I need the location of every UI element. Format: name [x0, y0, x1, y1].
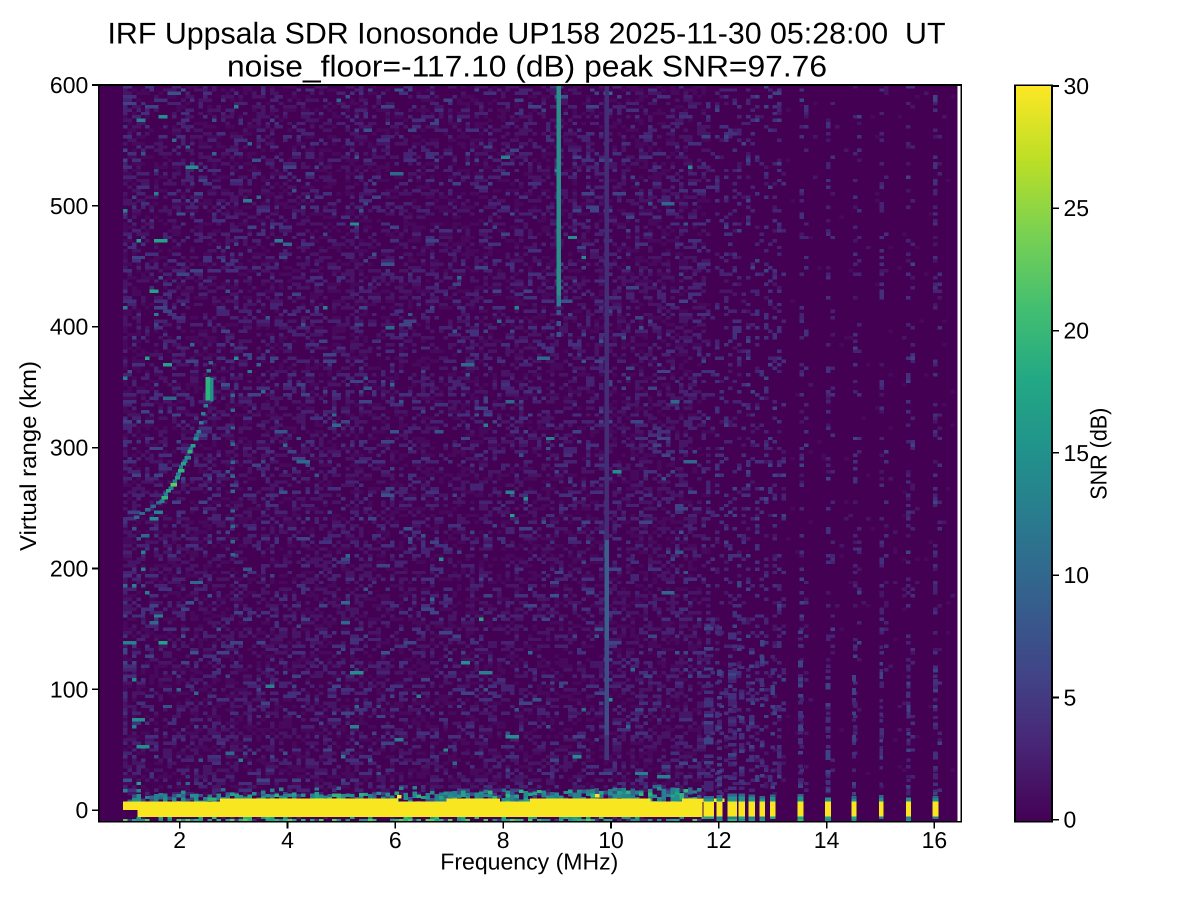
- svg-text:300: 300: [50, 435, 88, 461]
- svg-text:12: 12: [706, 827, 732, 853]
- svg-text:15: 15: [1064, 440, 1090, 466]
- svg-text:20: 20: [1064, 318, 1090, 344]
- svg-text:2: 2: [173, 827, 186, 853]
- svg-text:100: 100: [50, 676, 88, 702]
- svg-text:30: 30: [1064, 73, 1090, 99]
- svg-text:14: 14: [814, 827, 840, 853]
- svg-text:4: 4: [281, 827, 294, 853]
- svg-text:IRF Uppsala SDR Ionosonde UP15: IRF Uppsala SDR Ionosonde UP158 2025-11-…: [108, 18, 946, 51]
- svg-text:200: 200: [50, 555, 88, 581]
- svg-text:0: 0: [1064, 807, 1077, 833]
- svg-text:8: 8: [497, 827, 510, 853]
- svg-text:Frequency (MHz): Frequency (MHz): [440, 848, 618, 874]
- svg-text:25: 25: [1064, 195, 1090, 221]
- svg-text:6: 6: [389, 827, 402, 853]
- svg-text:0: 0: [76, 797, 89, 823]
- svg-text:600: 600: [50, 72, 88, 98]
- svg-text:SNR (dB): SNR (dB): [1085, 408, 1111, 500]
- svg-text:noise_floor=-117.10 (dB) peak: noise_floor=-117.10 (dB) peak SNR=97.76: [227, 51, 827, 84]
- svg-text:500: 500: [50, 193, 88, 219]
- svg-text:10: 10: [1064, 562, 1090, 588]
- svg-text:5: 5: [1064, 684, 1077, 710]
- svg-text:16: 16: [922, 827, 948, 853]
- svg-text:400: 400: [50, 314, 88, 340]
- svg-text:10: 10: [598, 827, 624, 853]
- svg-text:Virtual range (km): Virtual range (km): [15, 361, 41, 551]
